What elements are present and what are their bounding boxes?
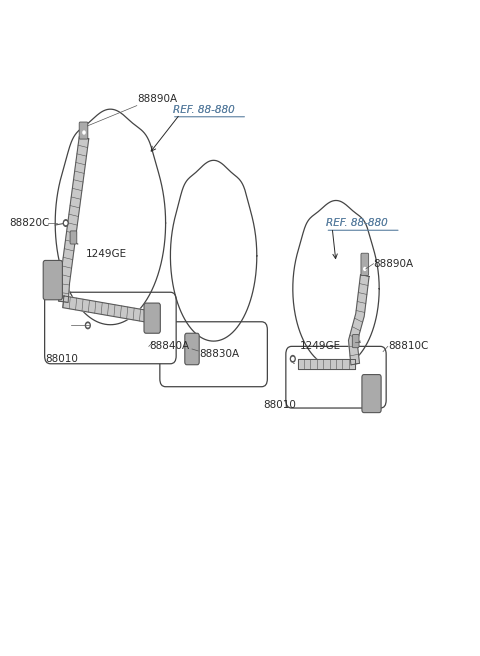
Polygon shape	[348, 275, 369, 365]
Text: 1249GE: 1249GE	[300, 341, 341, 352]
FancyBboxPatch shape	[185, 333, 199, 365]
Polygon shape	[293, 201, 379, 367]
Circle shape	[63, 220, 68, 226]
Text: 88830A: 88830A	[199, 349, 240, 359]
FancyBboxPatch shape	[361, 253, 369, 276]
Polygon shape	[63, 296, 147, 322]
Circle shape	[87, 324, 89, 327]
FancyBboxPatch shape	[352, 335, 359, 348]
FancyBboxPatch shape	[286, 346, 386, 408]
Circle shape	[83, 131, 85, 134]
Text: REF. 88-880: REF. 88-880	[173, 105, 235, 115]
Circle shape	[85, 322, 90, 329]
Text: 88010: 88010	[46, 354, 78, 365]
Circle shape	[292, 358, 294, 360]
Circle shape	[82, 129, 86, 136]
Text: REF. 88-880: REF. 88-880	[173, 105, 235, 115]
FancyBboxPatch shape	[70, 231, 77, 244]
Polygon shape	[298, 359, 355, 369]
Circle shape	[364, 268, 366, 270]
Text: 88010: 88010	[263, 400, 296, 410]
Text: REF. 88-880: REF. 88-880	[326, 218, 388, 228]
FancyBboxPatch shape	[43, 260, 62, 300]
FancyBboxPatch shape	[79, 122, 88, 139]
FancyBboxPatch shape	[362, 375, 381, 413]
FancyBboxPatch shape	[144, 303, 160, 333]
Text: 88890A: 88890A	[373, 258, 414, 269]
Circle shape	[65, 222, 67, 224]
FancyBboxPatch shape	[45, 293, 176, 363]
Text: 88820C: 88820C	[10, 218, 50, 228]
Text: REF. 88-880: REF. 88-880	[326, 218, 388, 228]
Circle shape	[362, 266, 367, 272]
FancyBboxPatch shape	[160, 321, 267, 386]
Circle shape	[290, 356, 295, 362]
Text: 88810C: 88810C	[388, 341, 428, 352]
Polygon shape	[170, 160, 257, 341]
Text: 88840A: 88840A	[149, 341, 189, 352]
Text: 88890A: 88890A	[137, 94, 177, 104]
Polygon shape	[59, 136, 89, 302]
Text: 1249GE: 1249GE	[85, 249, 127, 259]
Polygon shape	[55, 109, 166, 325]
